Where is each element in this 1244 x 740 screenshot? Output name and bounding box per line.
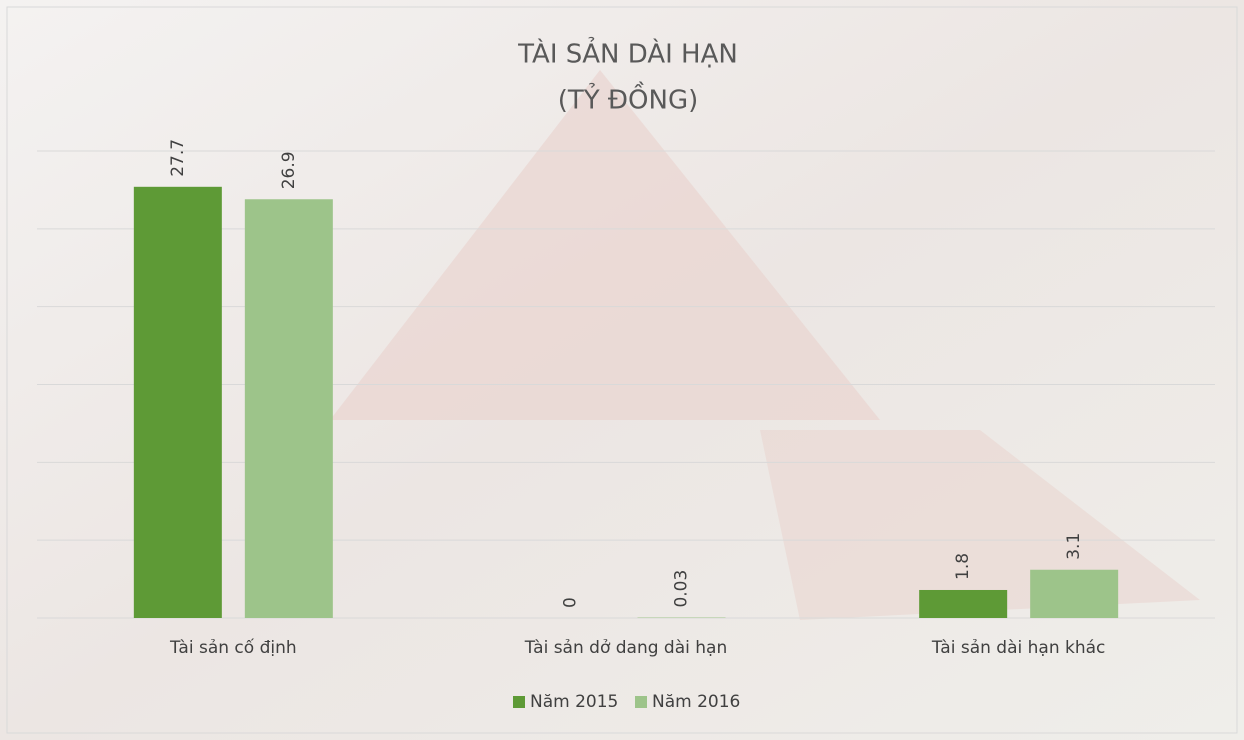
chart-subtitle: (TỶ ĐỒNG) [558,81,699,116]
value-label: 0 [561,597,581,608]
bar [134,187,222,618]
bar [919,590,1007,618]
x-tick-label: Tài sản cố định [169,637,297,658]
value-label: 1.8 [953,553,973,580]
value-label: 0.03 [672,570,692,608]
bar [1030,570,1118,618]
bar [245,199,333,618]
chart-title: TÀI SẢN DÀI HẠN [517,36,738,70]
value-label: 26.9 [279,151,299,189]
x-tick-label: Tài sản dài hạn khác [931,638,1106,658]
legend-label: Năm 2016 [652,692,740,712]
chart: TÀI SẢN DÀI HẠN (TỶ ĐỒNG) Tài sản cố địn… [0,0,1244,740]
legend-swatch [513,696,525,708]
page: TÀI SẢN DÀI HẠN (TỶ ĐỒNG) Tài sản cố địn… [0,0,1244,740]
legend-label: Năm 2015 [530,692,618,712]
legend-swatch [635,696,647,708]
x-tick-label: Tài sản dở dang dài hạn [524,638,727,658]
value-label: 3.1 [1064,533,1084,560]
value-label: 27.7 [168,139,188,177]
